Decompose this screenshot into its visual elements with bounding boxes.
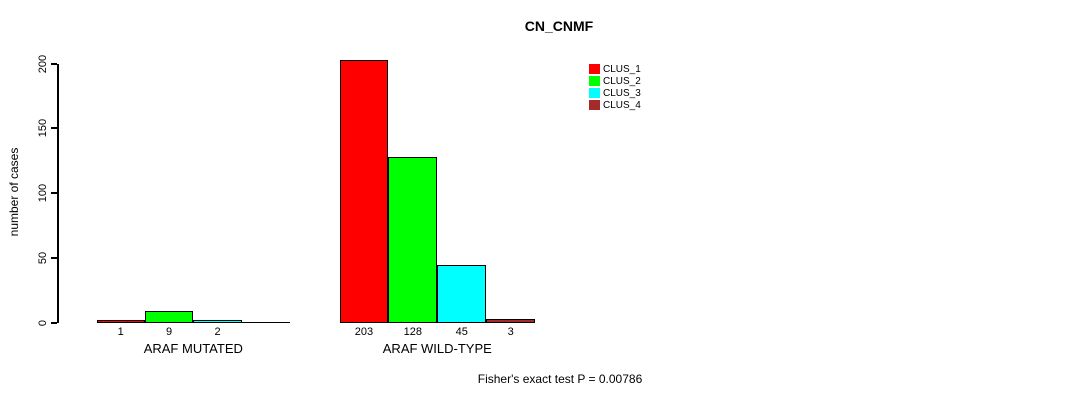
legend-label: CLUS_1 [603,63,641,75]
y-axis-tick-label: 200 [37,54,49,73]
bar-clus-1-araf-mutated [96,319,145,323]
legend: CLUS_1 CLUS_2 CLUS_3 CLUS_4 [589,63,641,111]
bar-value-label: 45 [455,326,468,338]
legend-item-clus-4: CLUS_4 [589,99,641,111]
legend-item-clus-2: CLUS_2 [589,75,641,87]
y-axis-tick-label: 0 [37,319,49,326]
legend-label: CLUS_4 [603,99,641,111]
bar-value-label: 3 [507,326,514,338]
y-axis-tick [51,62,57,65]
y-axis-tick-label: 50 [37,251,49,264]
bar-value-label: 2 [214,326,221,338]
bar-clus-3-araf-mutated [193,319,242,323]
bar-value-label: 9 [166,326,173,338]
legend-swatch-icon [589,76,600,86]
x-axis-category-label: ARAF MUTATED [143,341,243,356]
bar-clus-1-araf-wild-type [339,59,389,323]
legend-label: CLUS_2 [603,75,641,87]
y-axis-tick [51,256,57,259]
bar-clus-3-araf-wild-type [437,264,487,323]
bar-clus-2-araf-mutated [144,310,194,323]
y-axis-tick-label: 100 [37,183,49,203]
bar-clus-4-araf-wild-type [486,318,536,323]
y-axis-tick-label: 150 [37,119,49,138]
bar-clus-4-araf-mutated [241,321,291,323]
y-axis-label: number of cases [7,147,21,237]
y-axis-tick [51,127,57,130]
legend-label: CLUS_3 [603,87,641,99]
x-axis-category-label: ARAF WILD-TYPE [382,341,492,356]
chart-title: CN_CNMF [524,18,594,34]
bar-value-label: 203 [354,326,374,338]
legend-item-clus-1: CLUS_1 [589,63,641,75]
legend-item-clus-3: CLUS_3 [589,87,641,99]
legend-swatch-icon [589,100,600,110]
bar-value-label: 1 [117,326,124,338]
y-axis-tick [51,192,57,194]
y-axis-tick [51,321,57,324]
legend-swatch-icon [589,64,600,74]
bar-value-label: 128 [403,326,423,338]
y-axis-line [57,63,59,323]
legend-swatch-icon [589,88,600,98]
bar-clus-2-araf-wild-type [388,156,438,323]
fisher-test-annotation: Fisher's exact test P = 0.00786 [477,372,643,386]
